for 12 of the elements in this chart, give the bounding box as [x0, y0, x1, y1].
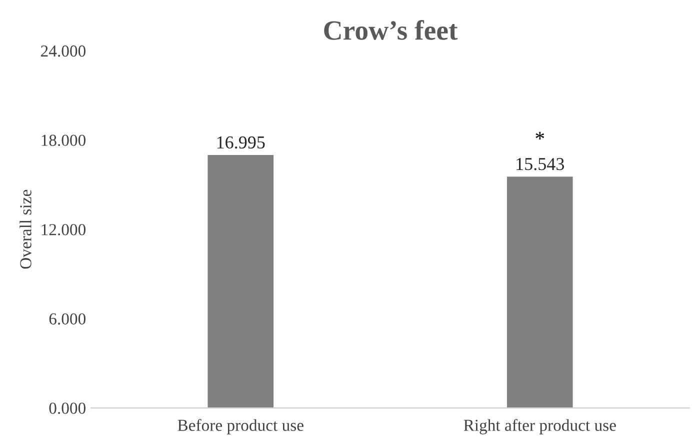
y-axis-title: Overall size [20, 190, 32, 269]
chart-title: Crow’s feet [324, 20, 458, 40]
y-tick-label: 6.000 [49, 313, 86, 325]
x-tick-label: Right after product use [464, 419, 616, 434]
y-tick-label: 12.000 [42, 224, 86, 236]
y-tick-label: 0.000 [49, 402, 86, 414]
y-tick-label: 18.000 [42, 134, 86, 146]
data-label: 16.995 [217, 136, 265, 149]
x-tick-label: Before product use [178, 419, 304, 434]
data-label: 15.543 [516, 158, 564, 170]
y-tick-label: 24.000 [41, 45, 86, 57]
annotation: * [536, 132, 544, 140]
